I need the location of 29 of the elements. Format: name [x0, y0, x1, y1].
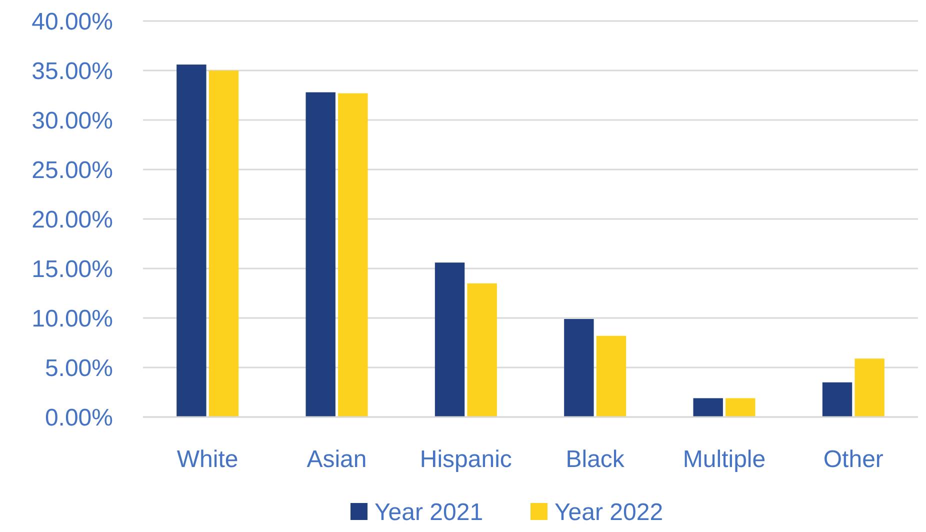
y-tick-label: 25.00% [32, 156, 113, 184]
bar [822, 382, 852, 417]
y-tick-label: 20.00% [32, 206, 113, 234]
x-tick-label: Multiple [682, 446, 766, 473]
x-tick-label: White [176, 446, 238, 473]
y-tick-label: 15.00% [32, 256, 113, 283]
bar [854, 358, 884, 417]
bar [726, 398, 756, 417]
bar [564, 318, 594, 417]
y-tick-label: 0.00% [44, 404, 113, 432]
y-tick-label: 30.00% [32, 107, 113, 134]
y-tick-label: 40.00% [32, 8, 113, 36]
bar [596, 336, 626, 417]
bar [306, 92, 336, 417]
legend-label: Year 2022 [554, 499, 664, 526]
bar [693, 398, 723, 417]
bar [338, 93, 368, 417]
y-tick-label: 35.00% [32, 58, 113, 85]
bar [208, 70, 239, 417]
x-tick-label: Asian [306, 446, 367, 473]
y-tick-label: 10.00% [32, 305, 113, 332]
bar [176, 64, 206, 417]
x-tick-label: Black [566, 446, 626, 473]
x-tick-label: Hispanic [420, 446, 512, 473]
bar [467, 283, 497, 417]
x-tick-label: Other [823, 446, 884, 473]
y-tick-label: 5.00% [44, 354, 113, 382]
legend-label: Year 2021 [374, 499, 484, 526]
bar [434, 262, 465, 417]
